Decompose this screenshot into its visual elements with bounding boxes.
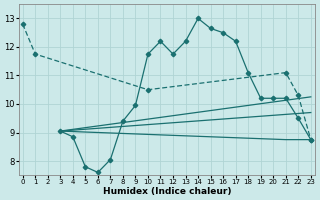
X-axis label: Humidex (Indice chaleur): Humidex (Indice chaleur) — [102, 187, 231, 196]
